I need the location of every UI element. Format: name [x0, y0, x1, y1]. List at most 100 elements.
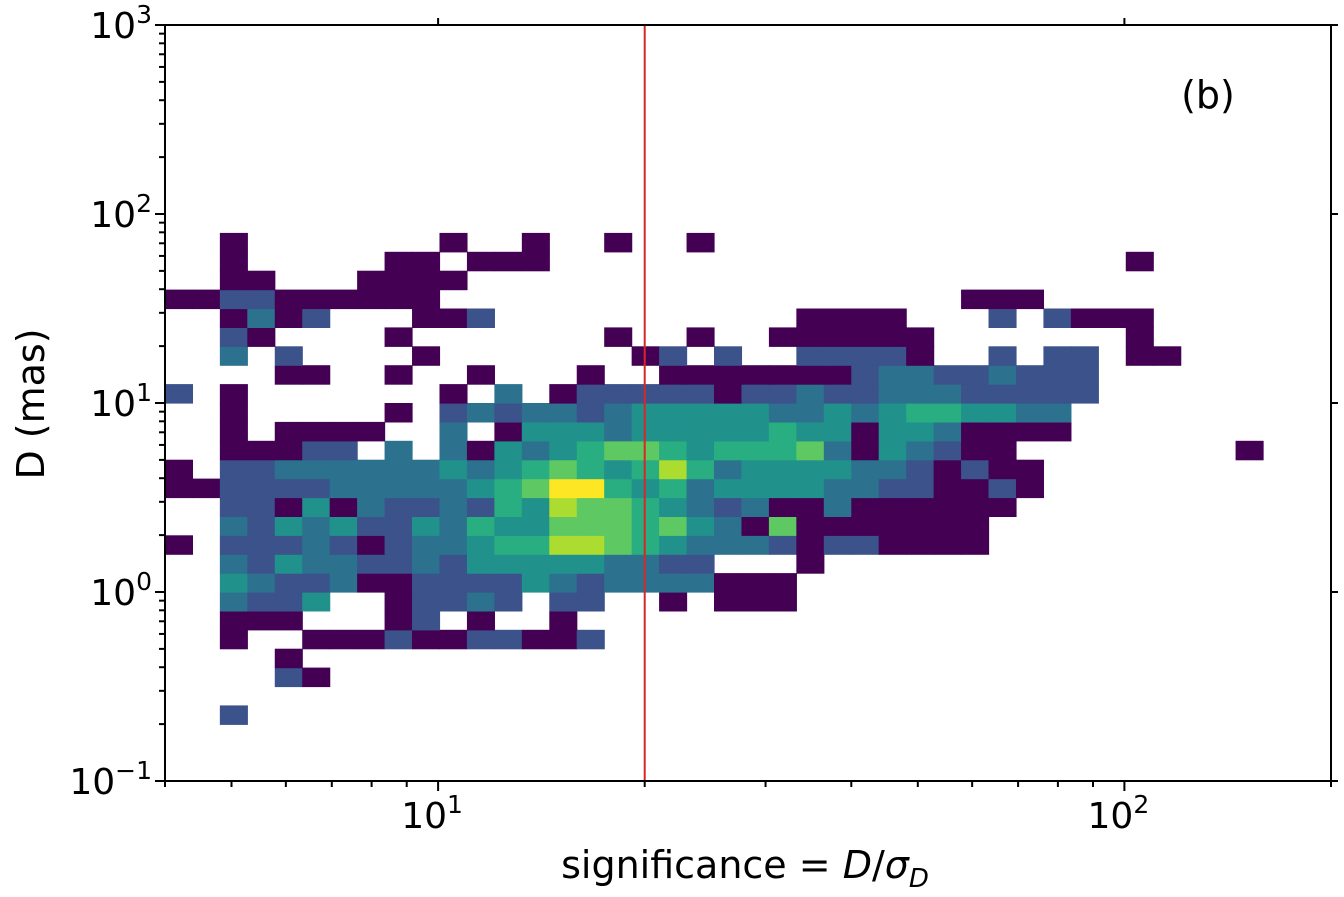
heatmap-cell	[219, 705, 248, 725]
heatmap-cell	[219, 251, 248, 272]
heatmap-cell	[851, 346, 880, 366]
heatmap-cell	[412, 629, 441, 650]
heatmap-cell	[274, 648, 303, 669]
heatmap-cell	[439, 384, 468, 404]
heatmap-cell	[933, 516, 962, 536]
heatmap-cell	[823, 421, 852, 442]
heatmap-cell	[659, 592, 688, 612]
heatmap-cell	[521, 535, 550, 555]
heatmap-cell	[823, 346, 852, 366]
heatmap-cell	[659, 384, 688, 404]
heatmap-cell	[576, 535, 605, 555]
heatmap-cell	[412, 610, 441, 631]
heatmap-cell	[357, 516, 386, 536]
heatmap-cell	[274, 308, 303, 328]
heatmap-cell	[549, 554, 578, 574]
heatmap-cell	[384, 592, 413, 612]
heatmap-cell	[494, 592, 523, 612]
heatmap-cell	[274, 440, 303, 461]
heatmap-cell	[274, 667, 303, 688]
heatmap-cell	[851, 459, 880, 480]
heatmap-cell	[768, 365, 797, 385]
heatmap-cell	[384, 554, 413, 574]
heatmap-cell	[768, 592, 797, 612]
heatmap-cell	[576, 459, 605, 480]
heatmap-cell	[549, 421, 578, 442]
heatmap-cell	[1043, 308, 1072, 328]
heatmap-cell	[302, 573, 331, 593]
heatmap-cell	[961, 478, 990, 499]
heatmap-cell	[521, 573, 550, 593]
heatmap-cell	[219, 610, 248, 631]
heatmap-cell	[302, 308, 331, 328]
heatmap-cell	[933, 459, 962, 480]
heatmap-cell	[329, 629, 358, 650]
heatmap-cell	[412, 535, 441, 555]
heatmap-cell	[384, 270, 413, 291]
heatmap-cell	[466, 554, 495, 574]
heatmap-cell	[412, 554, 441, 574]
heatmap-cell	[247, 478, 276, 499]
heatmap-cell	[302, 667, 331, 688]
heatmap-cell	[274, 365, 303, 385]
heatmap-cell	[412, 289, 441, 310]
heatmap-cell	[466, 308, 495, 328]
heatmap-cell	[219, 535, 248, 555]
heatmap-cell	[659, 516, 688, 536]
y-tick-label: 101	[90, 378, 152, 425]
heatmap-cell	[1125, 251, 1154, 272]
heatmap-cell	[274, 535, 303, 555]
heatmap-cell	[247, 308, 276, 328]
heatmap-cell	[549, 592, 578, 612]
heatmap-cell	[549, 535, 578, 555]
heatmap-cell	[329, 554, 358, 574]
heatmap-cell	[933, 535, 962, 555]
heatmap-cell	[412, 478, 441, 499]
heatmap-cell	[988, 346, 1017, 366]
y-tick-labels: 10−1 100 101 102 103	[69, 0, 152, 803]
heatmap-cell	[357, 289, 386, 310]
heatmap-cell	[659, 365, 688, 385]
heatmap-cell	[1125, 308, 1154, 328]
heatmap-cell	[302, 478, 331, 499]
heatmap-cell	[466, 535, 495, 555]
heatmap-cell	[988, 384, 1017, 404]
heatmap-cell	[494, 384, 523, 404]
heatmap-cell	[878, 421, 907, 442]
heatmap-cell	[823, 365, 852, 385]
heatmap-cell	[192, 289, 221, 310]
heatmap-cell	[274, 516, 303, 536]
y-tick-label: 103	[90, 0, 152, 47]
heatmap-cell	[906, 497, 935, 517]
heatmap-cell	[247, 573, 276, 593]
heatmap-cell	[1125, 327, 1154, 347]
heatmap-cell	[768, 421, 797, 442]
heatmap-cell	[823, 327, 852, 347]
heatmap-cell	[768, 384, 797, 404]
heatmap-cell	[494, 478, 523, 499]
heatmap-cell	[851, 497, 880, 517]
y-axis-title: D (mas)	[9, 328, 53, 479]
heatmap-cell	[714, 497, 743, 517]
heatmap-cell	[768, 440, 797, 461]
heatmap-cell	[219, 289, 248, 310]
heatmap-cell	[1015, 403, 1045, 423]
heatmap-cell	[357, 270, 386, 291]
heatmap-cell	[714, 421, 743, 442]
heatmap-cell	[604, 535, 633, 555]
heatmap-cell	[219, 497, 248, 517]
heatmap-cell	[659, 421, 688, 442]
heatmap-cell	[329, 421, 358, 442]
heatmap-cell	[274, 478, 303, 499]
heatmap-cell	[576, 573, 605, 593]
heatmap-cell	[219, 270, 248, 291]
heatmap-cell	[274, 497, 303, 517]
heatmap-cell	[494, 403, 523, 423]
heatmap-cell	[302, 365, 331, 385]
heatmap-cell	[357, 573, 386, 593]
heatmap-cell	[961, 440, 990, 461]
heatmap-cell	[549, 478, 578, 499]
heatmap-cell	[521, 478, 550, 499]
heatmap-cell	[1043, 365, 1072, 385]
heatmap-cell	[768, 516, 797, 536]
